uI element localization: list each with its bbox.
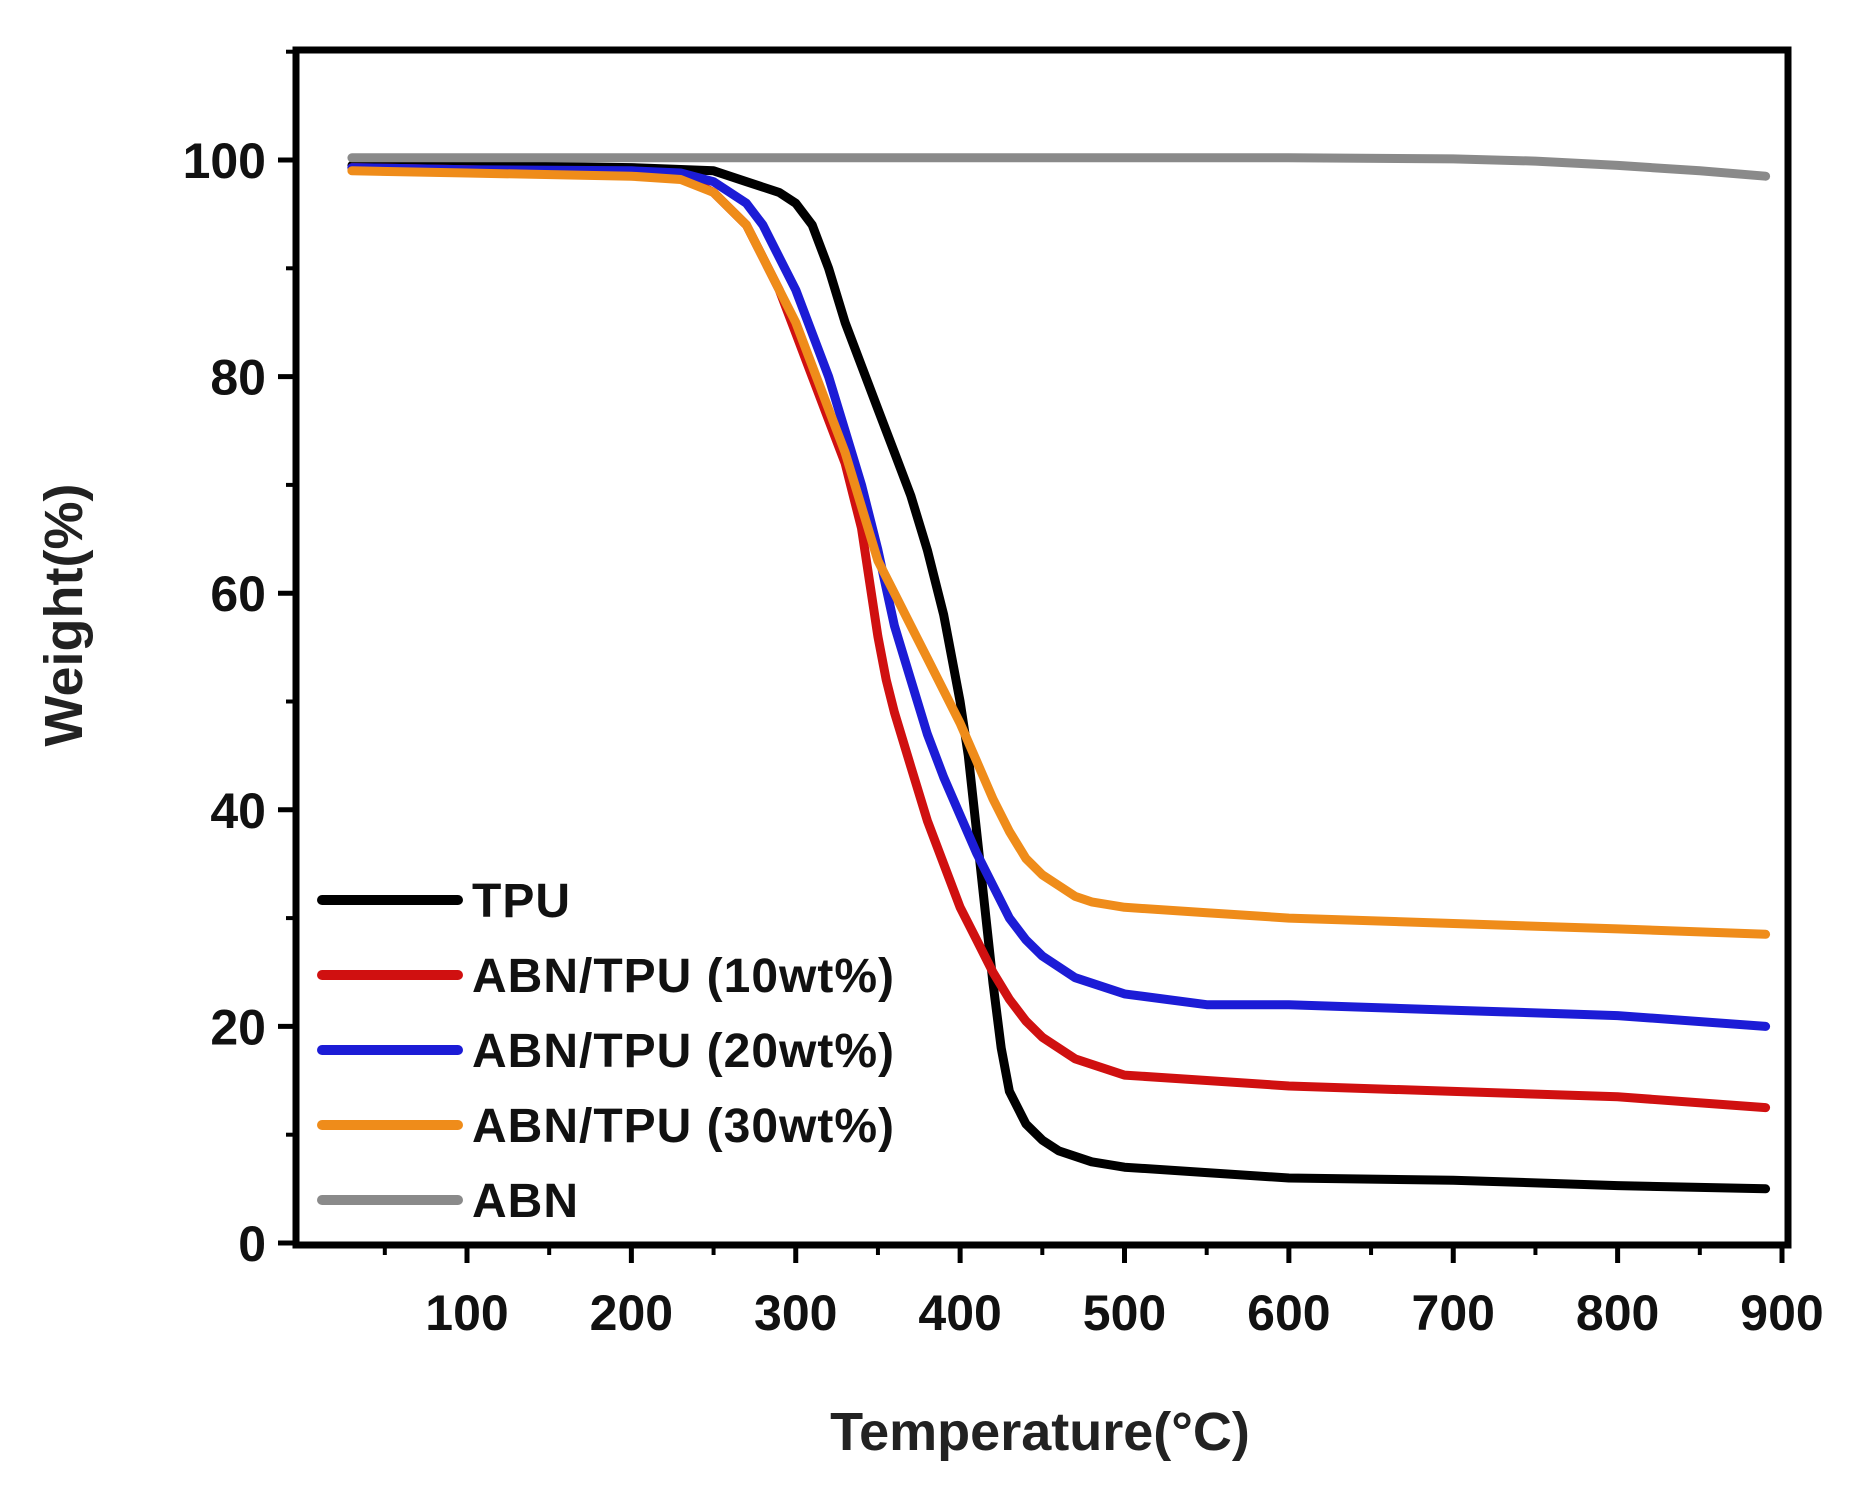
- x-tick-label: 600: [1247, 1285, 1330, 1341]
- series-line-1: [347, 160, 1771, 1194]
- y-tick-label: 60: [210, 566, 266, 622]
- series-lines: [347, 153, 1771, 1194]
- x-tick-label: 700: [1412, 1285, 1495, 1341]
- legend-label: ABN/TPU (10wt%): [472, 950, 895, 1003]
- x-tick-label: 800: [1576, 1285, 1659, 1341]
- series-line-3: [347, 163, 1771, 1031]
- legend-label: ABN/TPU (20wt%): [472, 1025, 895, 1078]
- y-tick-label: 20: [210, 999, 266, 1055]
- x-tick-label: 300: [754, 1285, 837, 1341]
- legend-label: TPU: [472, 875, 571, 928]
- x-axis-title: Temperature(°C): [830, 1402, 1250, 1462]
- legend-label: ABN/TPU (30wt%): [472, 1100, 895, 1153]
- legend: TPU ABN/TPU (10wt%) ABN/TPU (20wt%) ABN/TPU…: [317, 875, 895, 1228]
- y-tick-label: 0: [238, 1216, 266, 1272]
- y-axis-title: Weight(%): [34, 484, 94, 747]
- legend-label: ABN: [472, 1175, 579, 1228]
- y-tick-label: 40: [210, 783, 266, 839]
- series-line-5: [347, 153, 1771, 181]
- x-tick-label: 100: [425, 1285, 508, 1341]
- y-tick-label: 100: [183, 133, 266, 189]
- x-tick-label: 400: [918, 1285, 1001, 1341]
- x-axis: 100 200 300 400 500 600 700 800 900: [382, 1245, 1824, 1341]
- y-tick-label: 80: [210, 350, 266, 406]
- x-tick-label: 500: [1083, 1285, 1166, 1341]
- y-axis: 0 20 40 60 80 100: [183, 49, 296, 1272]
- series-line-4: [347, 166, 1771, 939]
- x-tick-label: 900: [1740, 1285, 1823, 1341]
- x-tick-label: 200: [590, 1285, 673, 1341]
